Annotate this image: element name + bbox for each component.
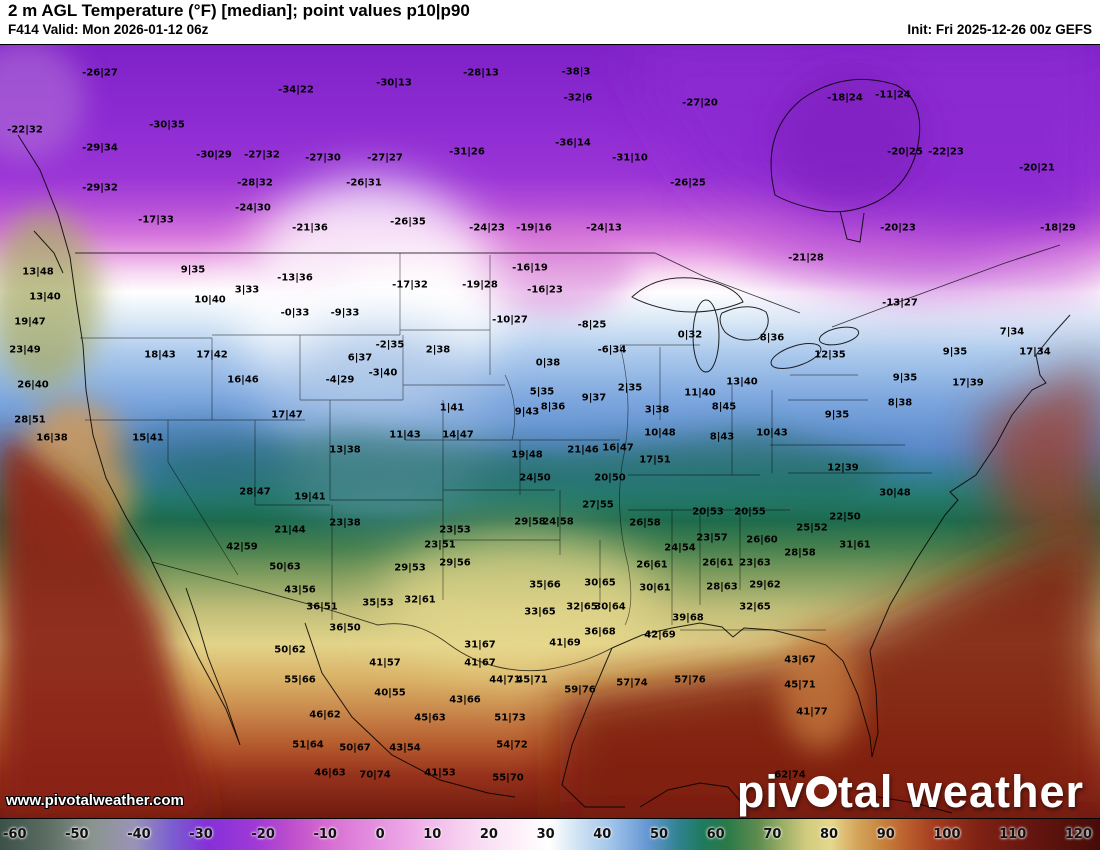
colorbar-gradient — [0, 819, 1100, 850]
temperature-colorbar: -60 -50 -40 -30 -20 -10 0 10 20 30 40 50 60 70 80 90 100… — [0, 818, 1100, 850]
colorbar-tick: 100 — [933, 827, 961, 842]
brand-text-left: piv — [736, 766, 805, 817]
colorbar-tick: -30 — [189, 827, 213, 842]
temperature-map — [0, 45, 1100, 818]
colorbar-tick: -20 — [251, 827, 275, 842]
colorbar-tick: -60 — [3, 827, 27, 842]
colorbar-tick: 90 — [876, 827, 895, 842]
coastline-borders — [17, 134, 1071, 814]
temperature-anomaly-blobs — [0, 45, 1100, 818]
lakes-outlines — [631, 78, 921, 373]
valid-time-label: F414 Valid: Mon 2026-01-12 06z — [8, 22, 209, 37]
colorbar-ticks: -60 -50 -40 -30 -20 -10 0 10 20 30 40 50 60 70 80 90 100… — [0, 819, 1100, 850]
colorbar-tick: 40 — [593, 827, 612, 842]
temperature-field-svg — [0, 45, 1100, 818]
colorbar-tick: 20 — [479, 827, 498, 842]
header-bar: 2 m AGL Temperature (°F) [median]; point… — [0, 0, 1100, 45]
colorbar-tick: 80 — [820, 827, 839, 842]
colorbar-tick: 10 — [423, 827, 442, 842]
pivotal-weather-logo: piv tal weather — [737, 766, 1084, 818]
country-borders — [75, 244, 1061, 672]
colorbar-tick: 30 — [536, 827, 555, 842]
watermark-url: www.pivotalweather.com — [6, 792, 184, 809]
colorbar-tick: -50 — [65, 827, 89, 842]
colorbar-tick: 50 — [649, 827, 669, 842]
colorbar-tick: 0 — [375, 827, 385, 842]
colorbar-tick: 70 — [763, 827, 782, 842]
colorbar-tick: 120 — [1064, 827, 1092, 842]
map-title: 2 m AGL Temperature (°F) [median]; point… — [8, 1, 470, 20]
pivotal-circle-icon — [805, 776, 837, 807]
init-time-label: Init: Fri 2025-12-26 00z GEFS — [907, 22, 1092, 37]
brand-text-right: tal weather — [837, 766, 1084, 817]
colorbar-tick: 60 — [706, 827, 725, 842]
state-borders — [80, 253, 932, 631]
colorbar-tick: -10 — [313, 827, 337, 842]
colorbar-tick: -40 — [127, 827, 151, 842]
colorbar-tick: 110 — [999, 827, 1027, 842]
